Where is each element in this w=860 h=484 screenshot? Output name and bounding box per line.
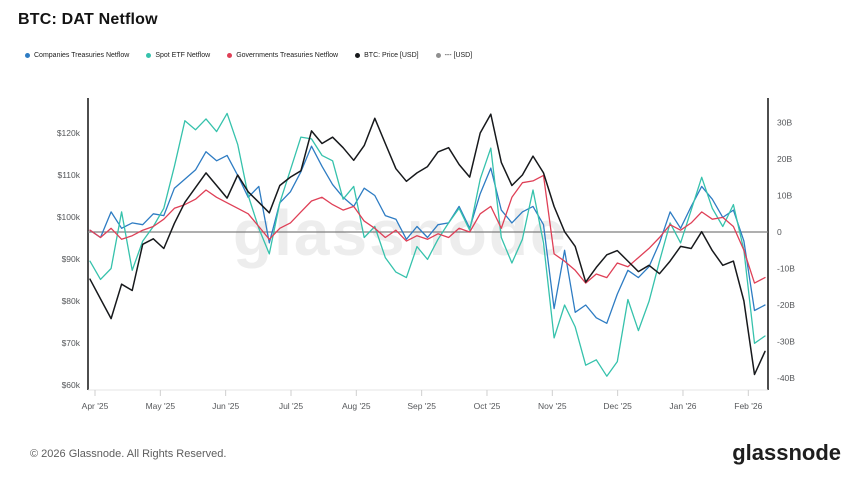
right-axis-tick-label: 10B [777, 191, 792, 201]
series-governments-treasuries-netflow [89, 174, 766, 284]
x-tick-label: Jan '26 [669, 401, 696, 411]
legend-label: --- [USD] [444, 52, 473, 59]
legend-dot-icon [25, 53, 30, 58]
series-companies-treasuries-netflow [89, 145, 766, 324]
left-axis-tick-label: $60k [62, 380, 81, 390]
x-tick-label: Feb '26 [734, 401, 762, 411]
right-axis-tick-label: 20B [777, 154, 792, 164]
x-tick-label: Apr '25 [82, 401, 109, 411]
left-axis-tick-label: $80k [62, 296, 81, 306]
legend-item-5[interactable]: --- [USD] [435, 52, 473, 59]
right-axis-tick-label: -30B [777, 337, 795, 347]
x-tick-label: Oct '25 [474, 401, 501, 411]
legend-dot-icon [227, 53, 233, 58]
copyright-text: © 2026 Glassnode. All Rights Reserved. [30, 448, 227, 460]
legend-label: Spot ETF Netflow [155, 52, 211, 59]
left-axis-tick-label: $90k [62, 254, 81, 264]
right-axis-tick-label: -40B [777, 373, 795, 383]
left-axis-tick-label: $110k [57, 170, 80, 180]
right-axis-tick-label: -20B [777, 300, 795, 310]
legend-item-3[interactable]: Governments Treasuries Netflow [227, 52, 338, 59]
series-btc-price-usd [89, 113, 766, 376]
legend-label: Companies Treasuries Netflow [34, 52, 130, 59]
x-tick-label: May '25 [146, 401, 176, 411]
page-title: BTC: DAT Netflow [18, 11, 158, 28]
x-tick-label: Sep '25 [407, 401, 436, 411]
right-axis-tick-label: 30B [777, 118, 792, 128]
left-axis-tick-label: $70k [62, 338, 81, 348]
legend: Companies Treasuries Netflow Spot ETF Net… [25, 52, 472, 59]
right-axis-tick-label: 0 [777, 227, 782, 237]
legend-label: Governments Treasuries Netflow [236, 52, 339, 59]
glassnode-logo: glassnode [732, 440, 841, 465]
x-tick-label: Nov '25 [538, 401, 567, 411]
legend-dot-icon [435, 53, 441, 58]
x-tick-label: Aug '25 [342, 401, 371, 411]
x-tick-label: Dec '25 [603, 401, 632, 411]
x-tick-label: Jul '25 [279, 401, 304, 411]
legend-dot-icon [146, 53, 152, 58]
x-tick-label: Jun '25 [212, 401, 239, 411]
legend-item-4[interactable]: BTC: Price [USD] [355, 52, 419, 59]
legend-item-1[interactable]: Companies Treasuries Netflow [25, 52, 129, 59]
legend-dot-icon [355, 53, 361, 58]
legend-label: BTC: Price [USD] [364, 52, 419, 59]
legend-item-2[interactable]: Spot ETF Netflow [146, 52, 210, 59]
left-axis-tick-label: $100k [57, 212, 81, 222]
series-spot-etf-netflow [89, 112, 766, 377]
left-axis-tick-label: $120k [57, 128, 81, 138]
right-axis-tick-label: -10B [777, 264, 795, 274]
